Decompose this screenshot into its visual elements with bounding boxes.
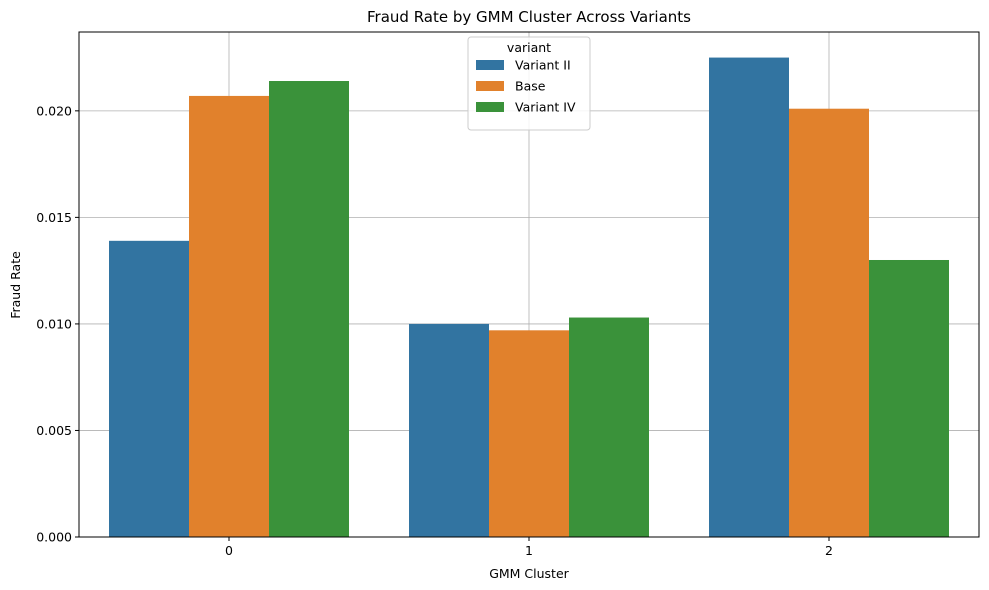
x-tick-label: 1: [525, 543, 533, 558]
legend-label: Variant IV: [515, 100, 576, 115]
legend-title: variant: [507, 40, 551, 55]
y-tick-label: 0.000: [36, 530, 72, 545]
legend-swatch: [476, 81, 504, 91]
bar: [269, 81, 349, 538]
y-tick-label: 0.010: [36, 316, 72, 331]
y-axis-ticks: 0.000 0.005 0.010 0.015 0.020: [36, 103, 79, 545]
x-axis-ticks: 0 1 2: [225, 537, 833, 558]
y-tick-label: 0.005: [36, 423, 72, 438]
legend-label: Variant II: [515, 58, 571, 73]
bar: [409, 323, 489, 537]
bar: [569, 317, 649, 537]
x-tick-label: 2: [825, 543, 833, 558]
x-tick-label: 0: [225, 543, 233, 558]
bar: [189, 95, 269, 538]
bars: [109, 57, 949, 538]
y-axis-label: Fraud Rate: [8, 251, 23, 319]
bar: [789, 108, 869, 537]
y-tick-label: 0.015: [36, 210, 72, 225]
bar: [869, 259, 949, 537]
legend-items: Variant II Base Variant IV: [476, 58, 576, 115]
bar: [709, 57, 789, 538]
legend-swatch: [476, 60, 504, 70]
bar: [109, 240, 189, 537]
legend-label: Base: [515, 79, 546, 94]
legend: variant Variant II Base Variant IV: [467, 36, 591, 131]
legend-swatch: [476, 102, 504, 112]
chart-title: Fraud Rate by GMM Cluster Across Variant…: [367, 8, 691, 26]
bar: [489, 330, 569, 537]
x-axis-label: GMM Cluster: [489, 566, 569, 581]
y-tick-label: 0.020: [36, 103, 72, 118]
